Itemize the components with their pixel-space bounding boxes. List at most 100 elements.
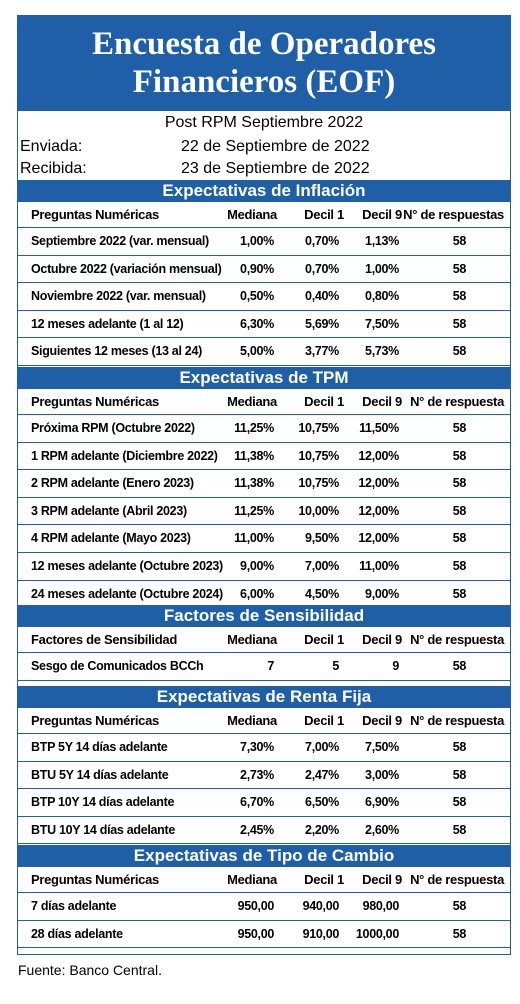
cell-value: 58 — [452, 558, 467, 573]
table-row: BTU 10Y 14 días adelante 2,45% 2,20% 2,60% 5… — [18, 817, 510, 845]
cell-value: 12,00% — [358, 476, 399, 491]
column-header: Mediana — [227, 872, 277, 887]
row-label: 7 días adelante — [31, 899, 117, 913]
received-value: 23 de Septiembre de 2022 — [181, 160, 370, 177]
table-row: 4 RPM adelante (Mayo 2023) 11,00% 9,50% 12,… — [18, 525, 510, 553]
row-label: Noviembre 2022 (var. mensual) — [31, 289, 206, 304]
cell-value: 58 — [452, 503, 467, 518]
cell-value: 11,00% — [234, 531, 274, 546]
column-header: Decil 1 — [304, 872, 344, 887]
cell-value: 1,00% — [365, 261, 399, 276]
cell-value: 2,47% — [305, 767, 339, 782]
table-row: 12 meses adelante (1 al 12) 6,30% 5,69% 7,5… — [18, 311, 510, 339]
cell-value: 11,38% — [234, 476, 274, 491]
cell-value: 9,00% — [240, 558, 274, 573]
cell-value: 6,50% — [305, 795, 339, 810]
cell-value: 0,70% — [305, 234, 339, 248]
column-header: Decil 1 — [304, 207, 344, 222]
title-line-2: Financieros (EOF) — [132, 64, 396, 100]
table-row: Sesgo de Comunicados BCCh 7 5 9 58 — [18, 653, 510, 681]
column-header: N° de respuesta — [410, 394, 504, 409]
table-row: Octubre 2022 (variación mensual) 0,90% 0,7… — [18, 256, 510, 284]
cell-value: 1,00% — [240, 234, 274, 248]
cell-value: 58 — [452, 740, 467, 754]
received-row: Recibida: 23 de Septiembre de 2022 — [18, 159, 510, 179]
column-header: Preguntas Numéricas — [31, 394, 159, 409]
cell-value: 1,13% — [365, 234, 399, 248]
cell-value: 58 — [452, 899, 467, 913]
cell-value: 58 — [452, 316, 467, 331]
row-label: 24 meses adelante (Octubre 2024) — [31, 586, 223, 601]
column-header: Decil 9 — [362, 632, 402, 647]
row-label: 3 RPM adelante (Abril 2023) — [31, 503, 187, 518]
cell-value: 910,00 — [302, 926, 340, 941]
column-header: Preguntas Numéricas — [31, 207, 159, 222]
cell-value: 58 — [452, 476, 467, 491]
cell-value: 950,00 — [237, 899, 275, 913]
cell-value: 2,45% — [240, 822, 274, 837]
cell-value: 2,73% — [240, 767, 274, 782]
subtitle: Post RPM Septiembre 2022 — [164, 114, 364, 131]
cell-value: 7 — [267, 659, 274, 673]
cell-value: 11,38% — [234, 448, 274, 463]
row-label: 12 meses adelante (1 al 12) — [31, 316, 184, 331]
row-label: BTU 10Y 14 días adelante — [31, 822, 176, 837]
row-label: 28 días adelante — [31, 926, 123, 941]
table-row: 2 RPM adelante (Enero 2023) 11,38% 10,75% 1… — [18, 470, 510, 498]
column-header: N° de respuesta — [410, 713, 504, 728]
row-label: Septiembre 2022 (var. mensual) — [31, 234, 209, 248]
section-3: Expectativas de Renta Fija Preguntas Numé… — [18, 686, 510, 845]
section-0: Expectativas de Inflación Preguntas Numér… — [18, 180, 510, 366]
cell-value: 58 — [452, 795, 467, 810]
section-2: Factores de Sensibilidad Factores de Sens… — [18, 605, 510, 681]
title-line-1: Encuesta de Operadores — [91, 26, 437, 62]
cell-value: 10,75% — [298, 476, 339, 491]
row-label: Octubre 2022 (variación mensual) — [31, 261, 222, 276]
cell-value: 940,00 — [302, 899, 340, 913]
table-header-row: Preguntas Numéricas Mediana Decil 1 Decil 9… — [18, 867, 510, 893]
section-1: Expectativas de TPM Preguntas Numéricas Me… — [18, 367, 510, 609]
row-label: 2 RPM adelante (Enero 2023) — [31, 476, 194, 491]
cell-value: 58 — [452, 261, 467, 276]
title-banner: Encuesta de Operadores Financieros (EOF) — [18, 16, 510, 111]
cell-value: 2,20% — [305, 822, 339, 837]
cell-value: 7,50% — [365, 740, 399, 754]
cell-value: 5 — [332, 659, 339, 673]
cell-value: 11,25% — [234, 421, 274, 435]
section-title: Factores de Sensibilidad — [18, 605, 510, 627]
cell-value: 58 — [452, 344, 467, 359]
cell-value: 10,00% — [298, 503, 339, 518]
cell-value: 7,50% — [365, 316, 399, 331]
cell-value: 9,00% — [365, 586, 399, 601]
cell-value: 5,69% — [305, 316, 339, 331]
row-label: BTU 5Y 14 días adelante — [31, 767, 169, 782]
section-4: Expectativas de Tipo de Cambio Preguntas … — [18, 845, 510, 949]
cell-value: 0,40% — [305, 289, 339, 304]
table-row: BTP 5Y 14 días adelante 7,30% 7,00% 7,50% 58 — [18, 734, 510, 762]
table-header-row: Preguntas Numéricas Mediana Decil 1 Decil 9… — [18, 202, 510, 228]
column-header: Mediana — [227, 713, 277, 728]
row-label: Próxima RPM (Octubre 2022) — [31, 421, 195, 435]
cell-value: 12,00% — [358, 503, 399, 518]
table-row: 1 RPM adelante (Diciembre 2022) 11,38% 10,… — [18, 443, 510, 471]
table-row: 3 RPM adelante (Abril 2023) 11,25% 10,00% 1… — [18, 498, 510, 526]
cell-value: 10,75% — [298, 421, 339, 435]
cell-value: 12,00% — [358, 531, 399, 546]
row-label: BTP 10Y 14 días adelante — [31, 795, 175, 810]
column-header: N° de respuesta — [410, 632, 504, 647]
table-header-row: Preguntas Numéricas Mediana Decil 1 Decil 9… — [18, 708, 510, 734]
cell-value: 58 — [452, 586, 467, 601]
cell-value: 9,50% — [305, 531, 339, 546]
table-row: Noviembre 2022 (var. mensual) 0,50% 0,40% 0… — [18, 283, 510, 311]
cell-value: 3,00% — [365, 767, 399, 782]
column-header: Preguntas Numéricas — [31, 713, 159, 728]
cell-value: 980,00 — [362, 899, 400, 913]
column-header: Mediana — [227, 207, 277, 222]
column-header: N° de respuestas — [403, 207, 504, 222]
table-row: 7 días adelante 950,00 940,00 980,00 58 — [18, 893, 510, 921]
cell-value: 5,73% — [365, 344, 399, 359]
cell-value: 0,90% — [240, 261, 274, 276]
sent-row: Enviada: 22 de Septiembre de 2022 — [18, 137, 510, 157]
column-header: Decil 9 — [362, 872, 402, 887]
column-header: Decil 9 — [362, 207, 402, 222]
